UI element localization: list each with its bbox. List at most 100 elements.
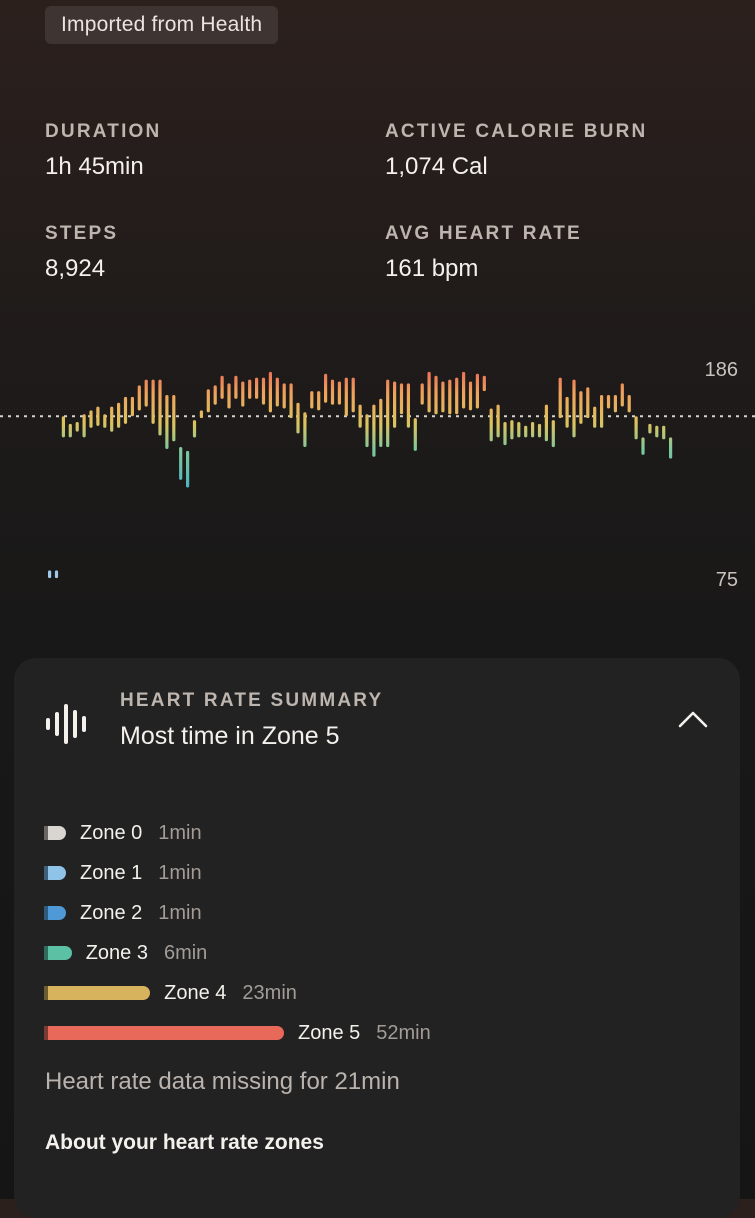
heart-rate-bar: [531, 422, 535, 438]
heart-rate-bar: [558, 377, 562, 419]
heart-rate-bar: [448, 379, 452, 415]
steps-label: STEPS: [45, 223, 119, 244]
imported-from-health-badge: Imported from Health: [45, 6, 279, 44]
heart-rate-bar: [579, 391, 583, 424]
heart-rate-bar: [234, 375, 238, 399]
zone-3-bar: [44, 946, 72, 960]
heart-rate-bar: [144, 379, 148, 407]
heart-rate-bar: [48, 570, 52, 579]
heart-rate-bar: [420, 383, 424, 405]
heart-rate-bar: [641, 437, 645, 455]
zone-3-name: Zone 3: [85, 941, 148, 964]
zone-0-name: Zone 0: [80, 821, 143, 844]
heart-rate-bar: [393, 381, 397, 428]
heart-rate-bar: [89, 410, 93, 428]
heart-rate-bar: [213, 385, 217, 405]
duration-value: 1h 45min: [45, 153, 144, 180]
heart-rate-bar: [199, 410, 203, 419]
heart-rate-bar: [524, 425, 528, 438]
heart-rate-bar: [655, 425, 659, 438]
zone-5-name: Zone 5: [298, 1021, 361, 1044]
heart-rate-waveform-icon: [46, 704, 86, 744]
heart-rate-bar: [192, 420, 197, 438]
heart-rate-bar: [399, 383, 404, 415]
heart-rate-bar: [75, 422, 79, 432]
zone-2-time: 1min: [158, 901, 202, 924]
heart-rate-bar: [510, 420, 514, 440]
heart-rate-bar: [455, 377, 459, 415]
calorie-label: ACTIVE CALORIE BURN: [385, 121, 648, 142]
zone-2-name: Zone 2: [80, 901, 143, 924]
zone-5-time: 52min: [376, 1021, 431, 1044]
heart-rate-bar: [275, 377, 279, 407]
zone-5-bar: [44, 1026, 284, 1040]
heart-rate-bar: [544, 404, 548, 442]
heart-rate-bar: [310, 391, 314, 409]
missing-data-note: Heart rate data missing for 21min: [45, 1068, 400, 1095]
zone-1-name: Zone 1: [80, 861, 143, 884]
heart-rate-bar: [434, 375, 438, 415]
zone-0-time: 1min: [158, 821, 202, 844]
heart-rate-bar: [565, 396, 569, 428]
zone-0-bar: [44, 826, 66, 840]
zone-4-time: 23min: [242, 981, 297, 1004]
heart-rate-bar: [82, 414, 86, 438]
about-heart-rate-zones-link[interactable]: About your heart rate zones: [45, 1131, 324, 1154]
heart-rate-bar: [172, 395, 176, 442]
heart-rate-bar: [289, 383, 293, 419]
heart-rate-bar: [282, 383, 286, 409]
heart-rate-bar: [351, 377, 355, 413]
heart-rate-bar: [365, 414, 369, 448]
heart-rate-bar: [613, 395, 617, 413]
heart-rate-bar: [54, 570, 59, 579]
zone-row-1: Zone 1 1min: [44, 853, 724, 893]
heart-rate-bar: [165, 395, 169, 449]
summary-label: HEART RATE SUMMARY: [120, 690, 384, 711]
heart-rate-bar: [386, 379, 390, 448]
zone-row-5: Zone 5 52min: [44, 1013, 724, 1053]
heart-rate-bar: [296, 402, 300, 434]
max-label: 186: [705, 359, 738, 381]
heart-rate-bar: [123, 396, 128, 424]
heart-rate-bar: [248, 379, 252, 399]
heart-rate-bar: [241, 381, 245, 407]
heart-rate-bar: [669, 437, 673, 459]
heart-rate-chart: 186 75: [0, 359, 755, 591]
heart-rate-bar: [475, 373, 479, 409]
zone-row-0: Zone 0 1min: [44, 813, 724, 853]
heart-rate-bar: [586, 387, 590, 419]
zone-list: Zone 0 1min Zone 1 1min Zone 2 1min Zone…: [44, 813, 724, 1053]
heart-rate-bar: [600, 395, 604, 428]
heart-rate-label: AVG HEART RATE: [385, 223, 582, 244]
heart-rate-bar: [151, 379, 155, 424]
heart-rate-bar: [220, 375, 224, 399]
summary-title: Most time in Zone 5: [120, 722, 340, 750]
heart-rate-bar: [179, 447, 183, 480]
heart-rate-value: 161 bpm: [385, 255, 479, 282]
heart-rate-bar: [372, 404, 376, 457]
heart-rate-bar: [103, 414, 107, 428]
heart-rate-bar: [303, 412, 307, 447]
heart-rate-bar: [337, 381, 341, 405]
heart-rate-bar: [261, 377, 266, 405]
zone-row-4: Zone 4 23min: [44, 973, 724, 1013]
heart-rate-bar: [468, 381, 473, 411]
heart-rate-bar: [96, 406, 100, 426]
heart-rate-bar: [537, 423, 542, 438]
heart-rate-bar: [206, 389, 210, 413]
heart-rate-bar: [268, 371, 272, 413]
heart-rate-bar: [358, 404, 362, 428]
heart-rate-bar: [413, 418, 417, 451]
heart-rate-bar: [648, 423, 652, 434]
heart-rate-bar: [117, 402, 121, 428]
heart-rate-summary-card: HEART RATE SUMMARY Most time in Zone 5 Z…: [14, 658, 740, 1218]
heart-rate-bar: [634, 416, 638, 440]
heart-rate-bar: [517, 422, 521, 438]
heart-rate-bar: [137, 385, 141, 411]
steps-value: 8,924: [45, 255, 106, 282]
heart-rate-bar: [627, 395, 631, 413]
chevron-up-icon[interactable]: [676, 706, 710, 732]
heart-rate-bar: [344, 377, 348, 417]
heart-rate-bar: [496, 404, 500, 438]
heart-rate-bar: [593, 406, 597, 428]
